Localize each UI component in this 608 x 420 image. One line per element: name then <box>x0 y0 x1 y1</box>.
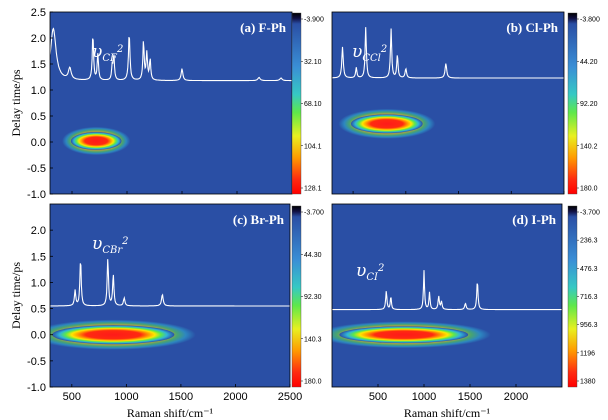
y-tick-label: 2.5 <box>31 7 46 19</box>
colorbar-label: 1196 <box>580 350 595 357</box>
colorbar-label: 44.30 <box>304 252 322 259</box>
y-tick-label: -1.0 <box>27 189 46 201</box>
spectrum-line <box>50 259 290 307</box>
colorbar-label: -3.800 <box>580 17 600 24</box>
colorbar-label: 104.1 <box>304 143 322 150</box>
colorbar <box>567 205 578 388</box>
y-tick-label: 0.5 <box>31 304 46 316</box>
colorbar-label: 92.30 <box>304 294 322 301</box>
panel-c: (c) Br-Ph υCBr2 2.0 1.5 1.0 0.5 0.0 -0.5 -1.0 Del… <box>9 203 324 420</box>
panel-title: (c) Br-Ph <box>233 212 285 227</box>
mode-label: υCI2 <box>356 261 384 283</box>
y-tick-label: -0.5 <box>27 163 46 175</box>
colorbar-label: 140.3 <box>304 336 322 343</box>
colorbar-label: 140.2 <box>580 143 598 150</box>
x-tick-label: 1000 <box>412 391 436 403</box>
panel-a: (a) F-Ph υCF2 2.5 2.0 1.5 1.0 0.5 0.0 -0.5 -1.0 De… <box>9 7 324 201</box>
panel-title: (b) Cl-Ph <box>506 20 558 35</box>
x-tick-label: 2000 <box>223 391 247 403</box>
colorbar-label: 476.3 <box>580 266 598 273</box>
panel-title: (d) I-Ph <box>512 212 556 227</box>
x-tick-label: 1500 <box>169 391 193 403</box>
y-axis-label: Delay time/ps <box>9 262 23 329</box>
plot-background <box>332 204 562 387</box>
colorbar <box>567 12 578 195</box>
mode-label: υCCl2 <box>352 42 387 64</box>
x-tick-label: 500 <box>369 391 387 403</box>
y-tick-label: 1.5 <box>31 251 46 263</box>
panel-b: (b) Cl-Ph υCCl2 -3.800 44.20 92.20 140.2 180.0 <box>331 11 600 195</box>
colorbar-label: -3.700 <box>304 210 324 217</box>
y-tick-label: 2.0 <box>31 33 46 45</box>
y-tick-label: -1.0 <box>27 382 46 394</box>
colorbar-label: 716.3 <box>580 294 598 301</box>
colorbar-label: 68.10 <box>304 101 322 108</box>
colorbar-label: 956.3 <box>580 322 598 329</box>
y-tick-label: 0.0 <box>31 137 46 149</box>
colorbar <box>291 205 302 388</box>
y-tick-label: -0.5 <box>27 356 46 368</box>
y-tick-label: 0.5 <box>31 111 46 123</box>
colorbar-label: 128.1 <box>304 186 322 193</box>
mode-label: υCBr2 <box>92 234 129 256</box>
plot-background <box>50 12 292 194</box>
x-tick-label: 2500 <box>278 391 302 403</box>
y-axis-label: Delay time/ps <box>9 69 23 136</box>
y-tick-label: 0.0 <box>31 330 46 342</box>
spectrum-line <box>50 27 292 82</box>
colorbar-label: 180.0 <box>580 186 598 193</box>
colorbar-label: -3.900 <box>304 17 324 24</box>
y-tick-label: 1.5 <box>31 59 46 71</box>
colorbar <box>291 12 302 195</box>
x-tick-label: 1000 <box>114 391 138 403</box>
heat-blob <box>52 325 175 345</box>
x-tick-label: 2000 <box>504 391 528 403</box>
x-tick-label: 500 <box>63 391 81 403</box>
panel-title: (a) F-Ph <box>240 20 287 35</box>
colorbar-label: -3.700 <box>580 210 600 217</box>
panel-d: (d) I-Ph υCI2 500 1000 1500 2000 Raman shift/c… <box>331 203 600 420</box>
y-tick-label: 1.0 <box>31 277 46 289</box>
spectrum-line <box>332 270 562 311</box>
colorbar-label: 32.10 <box>304 59 322 66</box>
colorbar-label: 236.3 <box>580 238 598 245</box>
x-tick-label: 1500 <box>458 391 482 403</box>
y-tick-label: 1.0 <box>31 85 46 97</box>
colorbar-label: 92.20 <box>580 101 598 108</box>
plot-frame <box>331 11 565 195</box>
mode-label: υCF2 <box>92 42 123 64</box>
colorbar-label: 1380 <box>580 379 596 386</box>
plot-frame <box>331 203 563 388</box>
heat-blob <box>350 114 423 134</box>
plot-frame <box>49 203 291 388</box>
x-axis-label: Raman shift/cm⁻¹ <box>404 406 491 420</box>
spectrum-line <box>332 27 564 79</box>
y-tick-label: 2.0 <box>31 225 46 237</box>
heat-blob <box>70 132 122 150</box>
colorbar-label: 44.20 <box>580 59 598 66</box>
colorbar-label: 180.0 <box>304 379 322 386</box>
plot-background <box>332 12 564 194</box>
heat-blob <box>339 326 469 344</box>
x-axis-label: Raman shift/cm⁻¹ <box>127 406 214 420</box>
plot-background <box>50 204 290 387</box>
